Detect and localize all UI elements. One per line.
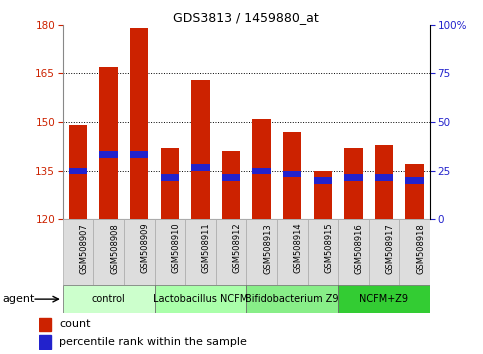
- Bar: [399, 219, 430, 285]
- Text: GSM508912: GSM508912: [232, 223, 242, 273]
- Bar: [313, 171, 332, 219]
- Text: GSM508914: GSM508914: [294, 223, 303, 273]
- Text: GSM508915: GSM508915: [325, 223, 333, 273]
- Bar: [405, 164, 424, 219]
- Bar: [69, 167, 87, 174]
- Text: GSM508908: GSM508908: [110, 223, 119, 274]
- Text: GSM508913: GSM508913: [263, 223, 272, 274]
- Bar: [191, 80, 210, 219]
- Bar: [253, 119, 271, 219]
- Bar: [375, 174, 393, 181]
- Bar: [99, 152, 118, 158]
- Bar: [246, 219, 277, 285]
- Text: Lactobacillus NCFM: Lactobacillus NCFM: [153, 294, 248, 304]
- Bar: [344, 148, 363, 219]
- Bar: [222, 152, 240, 219]
- Bar: [313, 177, 332, 184]
- Text: GSM508916: GSM508916: [355, 223, 364, 274]
- Title: GDS3813 / 1459880_at: GDS3813 / 1459880_at: [173, 11, 319, 24]
- Bar: [155, 285, 246, 313]
- Bar: [308, 219, 338, 285]
- Bar: [130, 28, 148, 219]
- Bar: [338, 219, 369, 285]
- Bar: [161, 148, 179, 219]
- Text: percentile rank within the sample: percentile rank within the sample: [59, 337, 247, 347]
- Text: GSM508917: GSM508917: [385, 223, 395, 274]
- Bar: [69, 125, 87, 219]
- Text: GSM508909: GSM508909: [141, 223, 150, 273]
- Bar: [369, 219, 399, 285]
- Bar: [191, 164, 210, 171]
- Bar: [63, 219, 93, 285]
- Bar: [185, 219, 216, 285]
- Bar: [375, 145, 393, 219]
- Bar: [99, 67, 118, 219]
- Bar: [63, 285, 155, 313]
- Bar: [222, 174, 240, 181]
- Text: GSM508910: GSM508910: [171, 223, 180, 273]
- Text: agent: agent: [2, 294, 35, 304]
- Text: GSM508918: GSM508918: [416, 223, 425, 274]
- Bar: [344, 174, 363, 181]
- Text: GSM508907: GSM508907: [80, 223, 88, 274]
- Text: count: count: [59, 319, 91, 329]
- Bar: [216, 219, 246, 285]
- Bar: [130, 152, 148, 158]
- Text: Bifidobacterium Z9: Bifidobacterium Z9: [245, 294, 339, 304]
- Bar: [283, 132, 301, 219]
- Bar: [253, 167, 271, 174]
- Bar: [405, 177, 424, 184]
- Bar: [155, 219, 185, 285]
- Text: control: control: [92, 294, 126, 304]
- Text: GSM508911: GSM508911: [202, 223, 211, 273]
- Bar: [93, 219, 124, 285]
- Bar: [39, 318, 51, 331]
- Bar: [161, 174, 179, 181]
- Bar: [283, 171, 301, 177]
- Bar: [39, 335, 51, 349]
- Bar: [277, 219, 308, 285]
- Bar: [246, 285, 338, 313]
- Bar: [124, 219, 155, 285]
- Bar: [338, 285, 430, 313]
- Text: NCFM+Z9: NCFM+Z9: [359, 294, 409, 304]
